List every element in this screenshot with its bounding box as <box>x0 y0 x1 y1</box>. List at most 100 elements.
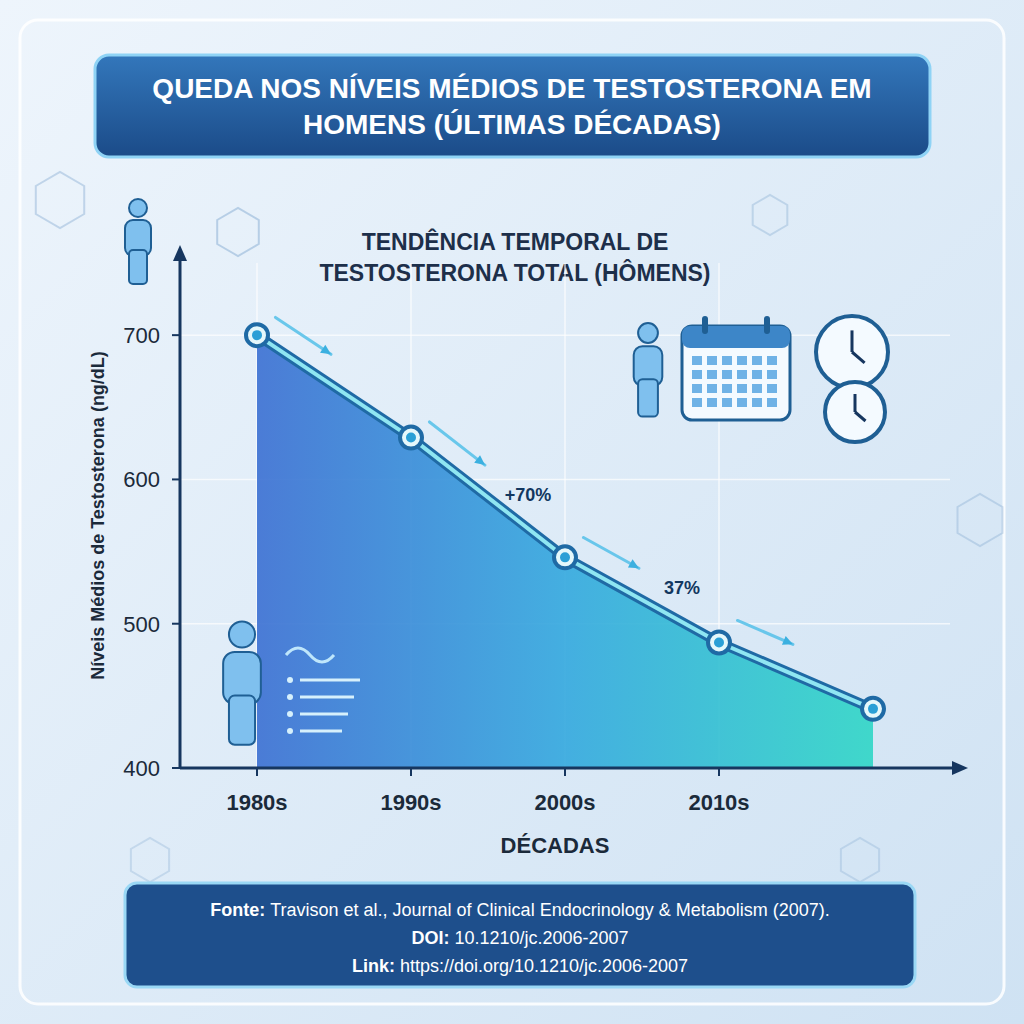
x-axis-title: DÉCADAS <box>501 833 610 858</box>
title-box <box>95 55 930 157</box>
annotation: 37% <box>664 578 700 598</box>
marker-dot <box>252 330 262 340</box>
molecule-deco <box>36 172 84 228</box>
title: QUEDA NOS NÍVEIS MÉDIOS DE TESTOSTERONA … <box>152 73 871 140</box>
title-line: QUEDA NOS NÍVEIS MÉDIOS DE TESTOSTERONA … <box>152 73 871 104</box>
molecule-deco <box>958 494 1003 546</box>
x-tick-label: 2010s <box>688 790 749 815</box>
calendar-icon <box>722 356 732 365</box>
person-icon <box>638 379 658 416</box>
calendar-icon <box>767 370 777 379</box>
x-tick-label: 1990s <box>380 790 441 815</box>
clock-icon <box>851 330 854 352</box>
y-axis-title: Níveis Médios de Testosterona (ng/dL) <box>88 351 108 680</box>
calendar-icon <box>752 398 762 407</box>
y-tick <box>172 767 180 769</box>
x-axis-arrow <box>952 761 968 775</box>
source-line: Link:https://doi.org/10.1210/jc.2006-200… <box>352 956 688 976</box>
y-axis <box>179 257 182 768</box>
person-icon <box>129 250 147 284</box>
calendar-icon <box>707 356 717 365</box>
subtitle-line: TENDÊNCIA TEMPORAL DE <box>362 228 669 255</box>
list-deco <box>287 711 293 717</box>
calendar-icon <box>764 316 770 334</box>
list-deco <box>300 696 354 699</box>
trend-arrow-head <box>320 345 331 354</box>
source-text: Travison et al., Journal of Clinical End… <box>270 900 830 920</box>
marker-dot <box>406 433 416 443</box>
source-text: https://doi.org/10.1210/jc.2006-2007 <box>400 956 688 976</box>
x-axis <box>180 767 954 770</box>
calendar-icon <box>737 398 747 407</box>
source-text: 10.1210/jc.2006-2007 <box>454 928 628 948</box>
background <box>0 0 1024 1024</box>
calendar-icon <box>737 384 747 393</box>
calendar-icon <box>737 356 747 365</box>
frame <box>20 20 1004 1004</box>
calendar-icon <box>692 384 702 393</box>
calendar-icon <box>722 384 732 393</box>
list-deco <box>300 730 342 733</box>
trend-arrow <box>275 317 330 354</box>
calendar-icon <box>707 398 717 407</box>
person-icon <box>229 695 255 744</box>
calendar-icon <box>692 370 702 379</box>
marker-dot <box>714 637 724 647</box>
y-axis-arrow <box>173 245 187 261</box>
source-label: DOI: <box>411 928 449 948</box>
source-label: Fonte: <box>210 900 265 920</box>
x-tick-label: 2000s <box>534 790 595 815</box>
trend-arrow <box>583 538 638 569</box>
x-tick-label: 1980s <box>226 790 287 815</box>
x-tick <box>718 768 720 776</box>
source-box <box>125 883 915 987</box>
list-deco <box>286 648 334 662</box>
y-tick <box>172 478 180 480</box>
trend-arrow-head <box>628 559 639 568</box>
source-label: Link: <box>352 956 395 976</box>
molecule-deco <box>841 838 879 882</box>
trend-arrow-head <box>782 636 793 645</box>
x-tick <box>564 768 566 776</box>
marker-dot <box>560 552 570 562</box>
trend-arrow <box>429 422 484 465</box>
trend-arrow <box>737 620 792 644</box>
subtitle-line: TESTOSTERONA TOTAL (HÔMENS) <box>319 259 710 286</box>
clock-icon <box>825 382 885 442</box>
calendar-icon <box>707 370 717 379</box>
calendar-icon <box>737 370 747 379</box>
marker <box>554 546 576 568</box>
calendar-icon <box>752 356 762 365</box>
y-tick <box>172 334 180 336</box>
x-tick <box>256 768 258 776</box>
clock-icon <box>852 352 865 363</box>
calendar-icon <box>722 370 732 379</box>
calendar-icon <box>722 398 732 407</box>
marker <box>862 698 884 720</box>
annotation: +70% <box>505 485 552 505</box>
molecule-deco <box>217 208 259 256</box>
calendar-icon <box>707 384 717 393</box>
plot-area <box>246 324 884 768</box>
marker <box>708 631 730 653</box>
marker <box>246 324 268 346</box>
y-tick-label: 700 <box>123 323 160 348</box>
trend-arrow-head <box>474 455 485 465</box>
list-deco <box>287 677 293 683</box>
chart-root: QUEDA NOS NÍVEIS MÉDIOS DE TESTOSTERONA … <box>0 0 1024 1024</box>
calendar-icon <box>767 356 777 365</box>
title-line: HOMENS (ÚLTIMAS DÉCADAS) <box>303 109 721 140</box>
list-deco <box>300 679 360 682</box>
x-tick <box>410 768 412 776</box>
person-icon <box>229 621 255 647</box>
y-tick-label: 400 <box>123 756 160 781</box>
subtitle: TENDÊNCIA TEMPORAL DE TESTOSTERONA TOTAL … <box>319 228 710 286</box>
y-tick-label: 500 <box>123 612 160 637</box>
list-deco <box>287 728 293 734</box>
source-line: DOI:10.1210/jc.2006-2007 <box>411 928 628 948</box>
calendar-icon <box>692 356 702 365</box>
clock-icon <box>854 394 857 412</box>
molecule-deco <box>131 838 169 882</box>
calendar-icon <box>702 316 708 334</box>
calendar-icon <box>752 384 762 393</box>
